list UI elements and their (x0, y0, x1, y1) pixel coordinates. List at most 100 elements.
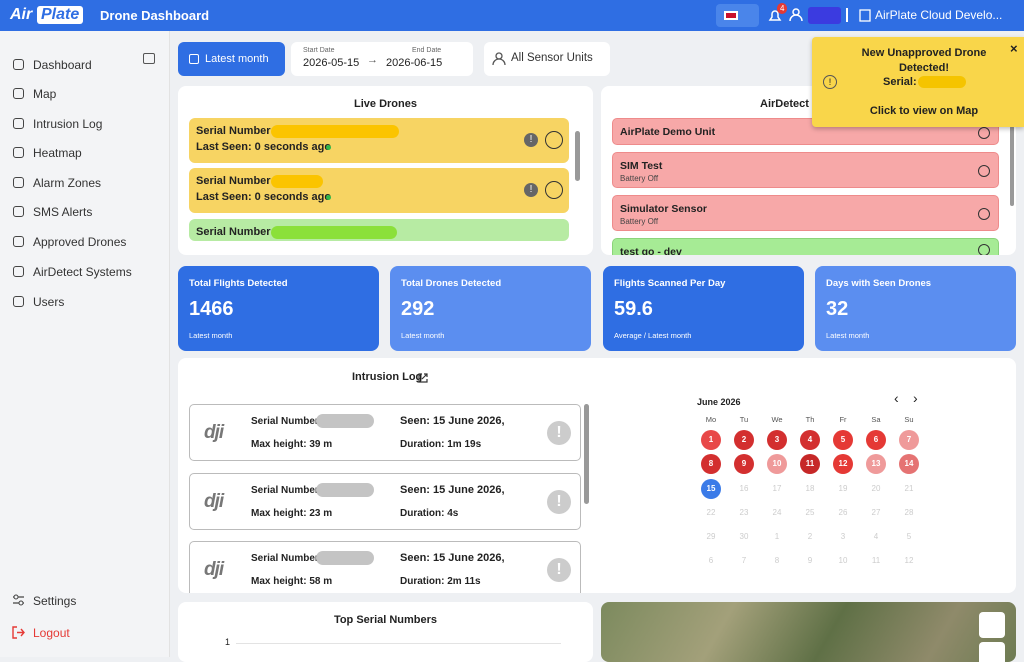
log-entry[interactable]: dji Serial Number: Max height: 23 m Seen: 1… (189, 473, 581, 530)
calendar-day[interactable]: 8 (701, 454, 721, 474)
locate-icon[interactable] (545, 181, 563, 199)
user-icon[interactable] (789, 8, 803, 22)
locate-icon[interactable] (978, 244, 990, 255)
calendar-day[interactable]: 17 (772, 484, 782, 493)
language-button[interactable] (716, 4, 759, 27)
system-card[interactable]: AirPlate Demo Unit (612, 118, 999, 145)
locate-icon[interactable] (978, 165, 990, 177)
warning-icon: ! (823, 75, 837, 89)
calendar-day[interactable]: 3 (840, 532, 846, 541)
calendar-day[interactable]: 11 (871, 556, 881, 565)
calendar-day[interactable]: 20 (871, 484, 881, 493)
drone-card[interactable]: Serial Number: Last Seen: 0 seconds ago! (189, 118, 569, 163)
calendar-day[interactable]: 7 (899, 430, 919, 450)
calendar-day[interactable]: 6 (866, 430, 886, 450)
serial-label: Serial Number: (196, 175, 275, 187)
nav-item[interactable]: Dashboard (33, 58, 92, 72)
alert-link[interactable]: Click to view on Map (869, 105, 979, 117)
calendar-day[interactable]: 15 (701, 479, 721, 499)
calendar-day[interactable]: 9 (734, 454, 754, 474)
calendar-day[interactable]: 5 (906, 532, 912, 541)
drone-card[interactable]: Serial Number: (189, 219, 569, 241)
nav-item[interactable]: SMS Alerts (33, 205, 93, 219)
calendar-day[interactable]: 2 (807, 532, 813, 541)
drone-card[interactable]: Serial Number: Last Seen: 0 seconds ago! (189, 168, 569, 213)
calendar-day[interactable]: 1 (774, 532, 780, 541)
calendar-day[interactable]: 2 (734, 430, 754, 450)
calendar-day[interactable]: 9 (807, 556, 813, 565)
calendar-day[interactable]: 23 (739, 508, 749, 517)
calendar-day[interactable]: 10 (838, 556, 848, 565)
locate-icon[interactable] (978, 126, 990, 139)
panel-title[interactable]: Intrusion Log (352, 371, 423, 383)
calendar-day[interactable]: 14 (899, 454, 919, 474)
zoom-in-button[interactable] (979, 642, 1005, 662)
logout-link[interactable]: Logout (33, 626, 70, 640)
sensor-select[interactable]: All Sensor Units (484, 42, 610, 76)
nav-item[interactable]: Map (33, 87, 57, 101)
calendar-day[interactable]: 5 (833, 430, 853, 450)
system-card[interactable]: SIM Test Battery Off (612, 152, 999, 188)
calendar-day[interactable]: 26 (838, 508, 848, 517)
stat-value: 32 (826, 298, 849, 320)
nav-item[interactable]: AirDetect Systems (33, 265, 132, 279)
calendar-day[interactable]: 3 (767, 430, 787, 450)
org-name[interactable]: AirPlate Cloud Develo... (875, 8, 1003, 22)
nav-item[interactable]: Heatmap (33, 146, 82, 160)
locate-icon[interactable] (545, 131, 563, 149)
calendar-day[interactable]: 27 (871, 508, 881, 517)
fullscreen-button[interactable] (979, 612, 1005, 638)
system-card[interactable]: test go - dev (612, 238, 999, 255)
calendar-day[interactable]: 1 (701, 430, 721, 450)
log-entry[interactable]: dji Serial Number: Max height: 39 m Seen: 1… (189, 404, 581, 461)
live-drones-panel: Live Drones Serial Number: Last Seen: 0 s… (178, 86, 593, 255)
calendar-day[interactable]: 25 (805, 508, 815, 517)
calendar-day[interactable]: 18 (805, 484, 815, 493)
stat-card: Total Drones Detected 292 Latest month (390, 266, 591, 351)
calendar-day[interactable]: 11 (800, 454, 820, 474)
calendar-day[interactable]: 8 (774, 556, 780, 565)
calendar-day[interactable]: 12 (833, 454, 853, 474)
calendar-day[interactable]: 6 (708, 556, 714, 565)
calendar-day[interactable]: 21 (904, 484, 914, 493)
locate-icon[interactable] (978, 208, 990, 220)
nav-item[interactable]: Alarm Zones (33, 176, 102, 190)
collapse-icon[interactable] (143, 53, 155, 64)
calendar-day[interactable]: 4 (800, 430, 820, 450)
calendar-day[interactable]: 12 (904, 556, 914, 565)
calendar-icon (189, 54, 199, 64)
nav-item[interactable]: Approved Drones (33, 235, 127, 249)
calendar-day[interactable]: 10 (767, 454, 787, 474)
calendar-day[interactable]: 28 (904, 508, 914, 517)
calendar-day[interactable]: 4 (873, 532, 879, 541)
calendar-day[interactable]: 16 (739, 484, 749, 493)
map-preview[interactable] (601, 602, 1016, 662)
scrollbar[interactable] (1010, 126, 1014, 206)
nav-icon (13, 88, 24, 99)
scrollbar[interactable] (584, 404, 589, 504)
scrollbar[interactable] (575, 131, 580, 181)
stat-label: Flights Scanned Per Day (614, 278, 726, 289)
calendar-day[interactable]: 19 (838, 484, 848, 493)
system-card[interactable]: Simulator Sensor Battery Off (612, 195, 999, 231)
next-month[interactable]: › (913, 390, 918, 406)
bell-icon[interactable] (767, 8, 783, 24)
calendar-day[interactable]: 24 (772, 508, 782, 517)
end-label: End Date (412, 47, 442, 54)
calendar-day[interactable]: 22 (706, 508, 716, 517)
calendar-day[interactable]: 13 (866, 454, 886, 474)
nav-item[interactable]: Users (33, 295, 65, 309)
calendar-day[interactable]: 29 (706, 532, 716, 541)
alert-popup[interactable]: New Unapproved Drone Detected! Serial: C… (812, 37, 1024, 127)
log-entry[interactable]: dji Serial Number: Max height: 58 m Seen: 1… (189, 541, 581, 593)
calendar-day[interactable]: 30 (739, 532, 749, 541)
prev-month[interactable]: ‹ (894, 390, 899, 406)
close-button[interactable]: × (1010, 41, 1018, 56)
external-link-icon[interactable] (418, 373, 428, 383)
calendar-day[interactable]: 7 (741, 556, 747, 565)
nav-item[interactable]: Intrusion Log (33, 117, 103, 131)
settings-link[interactable]: Settings (33, 594, 77, 608)
period-button[interactable]: Latest month (178, 42, 285, 76)
date-range[interactable]: Start Date 2026-05-15 → End Date 2026-06… (291, 42, 473, 76)
